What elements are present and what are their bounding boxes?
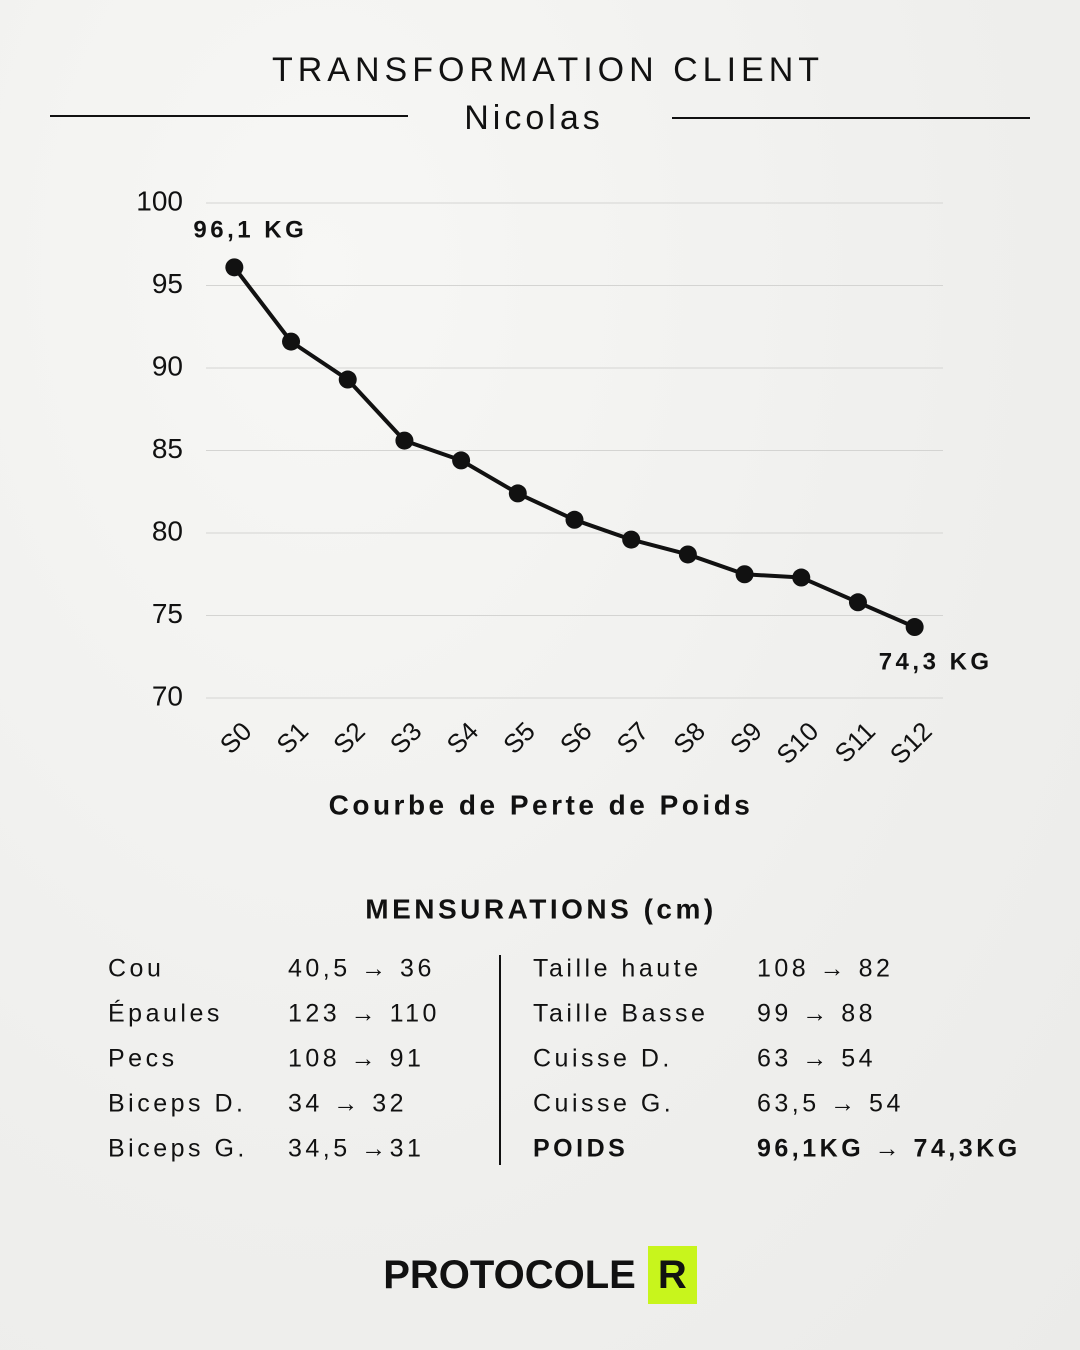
point bbox=[282, 332, 301, 351]
point bbox=[338, 370, 357, 389]
brand-name: PROTOCOLE bbox=[383, 1253, 636, 1297]
measure-label: Biceps D. bbox=[108, 1089, 247, 1118]
point bbox=[848, 593, 867, 612]
y-tick-label: 85 bbox=[152, 433, 183, 464]
point bbox=[225, 258, 244, 277]
title: TRANSFORMATION CLIENT bbox=[272, 51, 824, 89]
measure-label: Cuisse D. bbox=[533, 1044, 673, 1073]
value-label: 96,1 KG bbox=[193, 217, 307, 244]
measure-value: 96,1KG → 74,3KG bbox=[757, 1134, 1021, 1163]
y-tick-label: 100 bbox=[136, 185, 183, 216]
y-tick-label: 80 bbox=[152, 515, 183, 546]
measure-label: Cuisse G. bbox=[533, 1089, 675, 1118]
measure-label: POIDS bbox=[533, 1134, 629, 1163]
y-tick-label: 70 bbox=[152, 680, 183, 711]
point bbox=[452, 451, 471, 470]
brand: PROTOCOLE R bbox=[0, 1246, 1080, 1304]
y-tick-label: 75 bbox=[152, 598, 183, 629]
point bbox=[395, 431, 414, 450]
section-title: MENSURATIONS (cm) bbox=[365, 893, 716, 924]
measure-value: 63,5 → 54 bbox=[757, 1089, 904, 1118]
measure-label: Épaules bbox=[108, 999, 223, 1028]
point bbox=[792, 568, 811, 587]
point bbox=[508, 484, 527, 503]
measure-value: 108 → 82 bbox=[757, 954, 894, 983]
point bbox=[905, 618, 924, 637]
point bbox=[678, 545, 697, 564]
measure-value: 34 → 32 bbox=[288, 1089, 408, 1118]
measure-value: 34,5 →31 bbox=[288, 1134, 425, 1163]
measure-value: 108 → 91 bbox=[288, 1044, 425, 1073]
point bbox=[735, 565, 754, 584]
measure-value: 99 → 88 bbox=[757, 999, 877, 1028]
measure-label: Pecs bbox=[108, 1044, 178, 1073]
measure-label: Taille haute bbox=[533, 954, 702, 983]
x-axis-label: Courbe de Perte de Poids bbox=[329, 789, 754, 820]
measure-value: 63 → 54 bbox=[757, 1044, 877, 1073]
subtitle: Nicolas bbox=[464, 99, 603, 137]
y-tick-label: 95 bbox=[152, 268, 183, 299]
y-tick-label: 90 bbox=[152, 350, 183, 381]
brand-badge: R bbox=[647, 1246, 697, 1304]
point bbox=[622, 530, 641, 549]
measure-label: Biceps G. bbox=[108, 1134, 248, 1163]
measurements-table: Cou 40,5 → 36 Taille haute 108 → 82 Épaules 1… bbox=[108, 954, 1021, 1163]
measure-label: Cou bbox=[108, 954, 165, 983]
point bbox=[565, 510, 584, 529]
measure-value: 40,5 → 36 bbox=[288, 954, 435, 983]
measure-value: 123 → 110 bbox=[288, 999, 440, 1028]
value-label: 74,3 KG bbox=[879, 648, 993, 675]
measure-label: Taille Basse bbox=[533, 999, 709, 1028]
